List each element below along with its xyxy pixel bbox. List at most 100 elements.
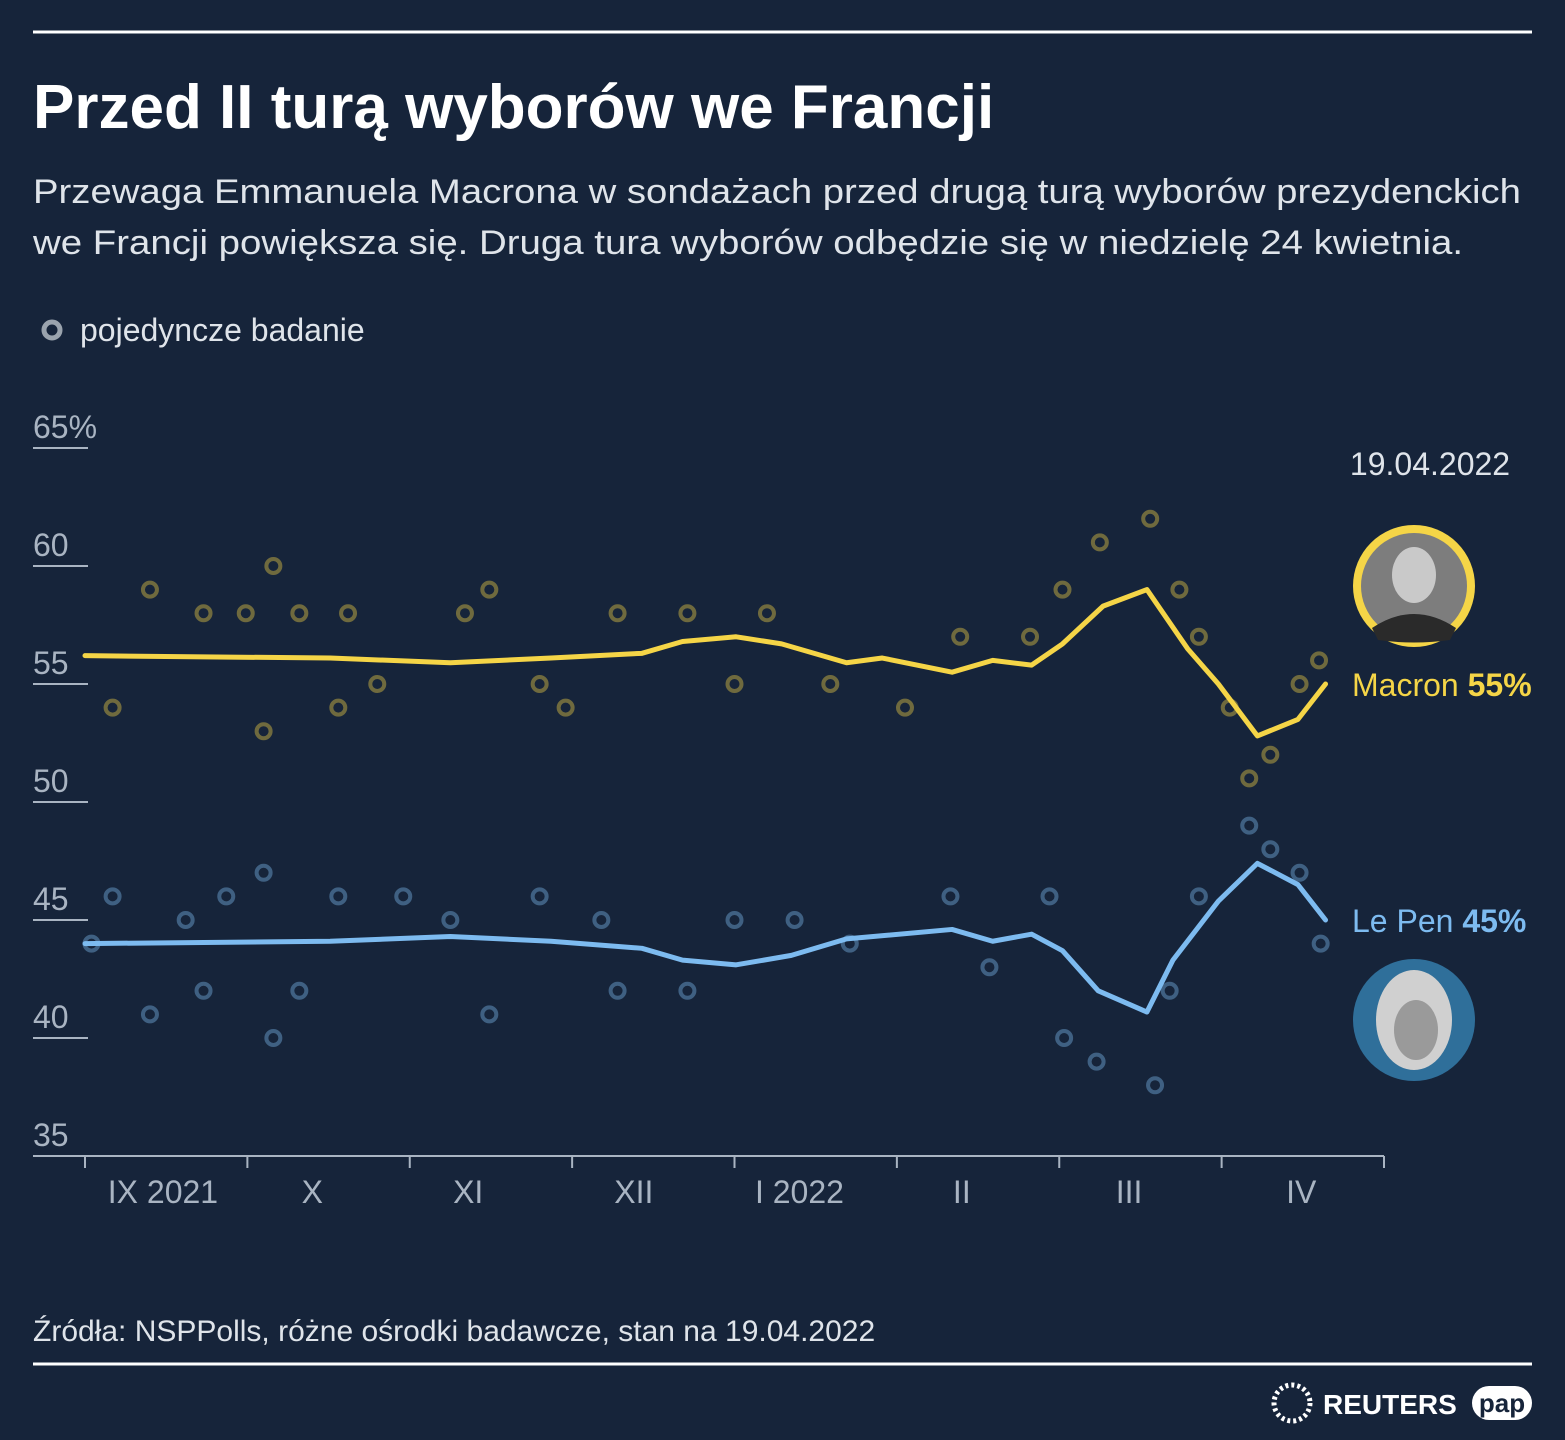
y-tick-label: 35: [33, 1117, 69, 1153]
poll-dot: [1189, 887, 1208, 906]
poll-dot: [394, 887, 413, 906]
poll-dot: [1189, 627, 1208, 646]
poll-dot: [678, 604, 697, 623]
poll-dot: [368, 675, 387, 693]
poll-dot: [757, 604, 776, 623]
poll-dot: [1021, 627, 1040, 646]
poll-dot: [1141, 509, 1160, 528]
poll-dot: [103, 887, 122, 906]
poll-dot: [785, 911, 804, 929]
poll-dot: [895, 698, 914, 717]
poll-dot: [980, 958, 999, 977]
poll-dot: [1310, 651, 1329, 670]
subtitle: we Francji powiększa się. Druga tura wyb…: [32, 224, 1463, 262]
poll-dot: [592, 911, 611, 929]
poll-dot: [480, 580, 499, 599]
poll-dot: [1170, 580, 1189, 599]
poll-dot: [264, 557, 283, 575]
pap-logo: pap: [1479, 1388, 1525, 1418]
pap-logo-bg: [1472, 1386, 1532, 1420]
poll-dot: [530, 887, 549, 906]
y-tick-label: 55: [33, 645, 69, 681]
poll-dot: [1261, 745, 1280, 764]
polls: [82, 509, 1330, 1095]
poll-dot: [678, 981, 697, 1000]
poll-dot: [290, 981, 309, 1000]
reuters-logo-mark: [1271, 1382, 1313, 1424]
poll-dot: [1053, 580, 1072, 599]
legend-dot: [41, 319, 63, 341]
x-tick-label: IV: [1286, 1174, 1317, 1210]
series-name: Macron: [1352, 667, 1468, 703]
poll-dot: [441, 911, 460, 929]
poll-dot: [194, 604, 213, 623]
poll-dot: [236, 604, 255, 623]
poll-dot: [1087, 1052, 1106, 1071]
x-tick-label: IX 2021: [108, 1174, 218, 1210]
chart-title: Przed II turą wyborów we Francji: [33, 73, 994, 142]
x-tick-label: II: [953, 1174, 971, 1210]
poll-dot: [194, 981, 213, 1000]
poll-dot: [941, 887, 960, 906]
poll-dot: [264, 1029, 283, 1047]
y-tick-label: 45: [33, 881, 69, 917]
value-label: 45%: [1462, 903, 1526, 939]
poll-dot: [1290, 675, 1309, 693]
x-tick-label: I 2022: [755, 1174, 844, 1210]
le-pen-photo: [1353, 959, 1475, 1081]
poll-dot: [176, 911, 195, 929]
end-label: Macron 55%: [1352, 667, 1532, 703]
subtitle: Przewaga Emmanuela Macrona w sondażach p…: [33, 173, 1521, 211]
trend-line: [82, 860, 1329, 1015]
poll-dot: [1290, 863, 1309, 882]
end-label: Le Pen 45%: [1352, 903, 1526, 939]
trend-line: [82, 587, 1329, 739]
poll-dot: [1040, 887, 1059, 906]
x-tick-label: III: [1116, 1174, 1143, 1210]
poll-dot: [455, 604, 474, 623]
reuters-logo: REUTERS: [1323, 1389, 1457, 1420]
poll-dot: [1055, 1029, 1074, 1047]
value-label: 55%: [1468, 667, 1532, 703]
poll-dot: [140, 580, 159, 599]
poll-dot: [951, 627, 970, 646]
poll-dot: [140, 1005, 159, 1024]
poll-dot: [1090, 533, 1109, 552]
x-tick-label: XI: [453, 1174, 483, 1210]
poll-dot: [1146, 1076, 1165, 1095]
series-name: Le Pen: [1352, 903, 1462, 939]
legend-label: pojedyncze badanie: [80, 312, 365, 348]
poll-dot: [725, 675, 744, 693]
poll-dot: [339, 604, 358, 623]
poll-dot: [608, 604, 627, 623]
poll-dot: [1311, 934, 1330, 953]
y-tick-label: 60: [33, 527, 69, 563]
poll-dot: [254, 722, 273, 741]
source: Źródła: NSPPolls, różne ośrodki badawcze…: [33, 1315, 875, 1348]
date-label: 19.04.2022: [1350, 446, 1510, 482]
poll-dot: [821, 675, 840, 693]
poll-dot: [103, 698, 122, 717]
poll-dot: [608, 981, 627, 1000]
x-tick-label: X: [302, 1174, 323, 1210]
y-tick-label: 40: [33, 999, 69, 1035]
macron-photo: [1353, 525, 1475, 647]
y-tick-label: 50: [33, 763, 69, 799]
poll-dot: [217, 887, 236, 906]
poll-dot: [254, 863, 273, 882]
y-tick-label: 65%: [33, 409, 97, 445]
poll-dot: [1160, 981, 1179, 1000]
poll-dot: [530, 675, 549, 693]
poll-dot: [329, 698, 348, 717]
poll-dot: [1240, 816, 1259, 835]
poll-dot: [290, 604, 309, 623]
poll-dot: [556, 698, 575, 717]
poll-dot: [1261, 840, 1280, 859]
poll-dot: [329, 887, 348, 906]
poll-dot: [480, 1005, 499, 1024]
poll-dot: [725, 911, 744, 929]
x-tick-label: XII: [614, 1174, 653, 1210]
poll-dot: [1240, 769, 1259, 788]
